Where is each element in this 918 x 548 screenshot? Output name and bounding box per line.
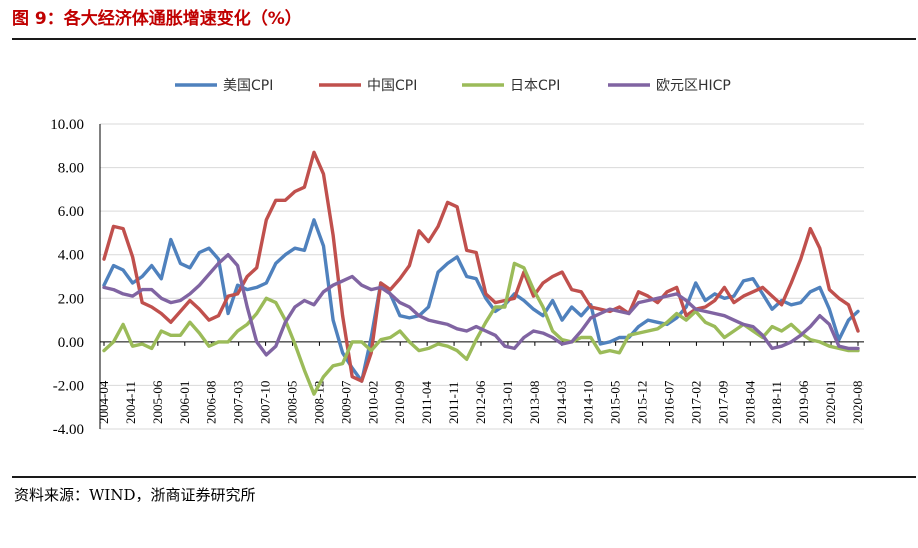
x-tick-label: 2004-11 <box>123 381 138 424</box>
y-tick-label: 6.00 <box>58 204 84 220</box>
chart-legend: 美国CPI 中国CPI 日本CPI 欧元区HICP <box>175 78 731 94</box>
x-tick-label: 2017-09 <box>715 381 730 424</box>
x-tick-label: 2020-01 <box>823 381 838 424</box>
x-tick-label: 2004-04 <box>96 380 111 424</box>
source-note: 资料来源：WIND，浙商证券研究所 <box>14 486 256 504</box>
series-line-3 <box>102 252 860 357</box>
y-tick-label: -4.00 <box>53 422 84 438</box>
x-tick-label: 2018-11 <box>769 381 784 424</box>
x-tick-label: 2017-02 <box>688 381 703 424</box>
x-tick-label: 2007-10 <box>258 381 273 424</box>
x-tick-label: 2018-04 <box>742 380 757 424</box>
legend-label: 美国CPI <box>223 78 273 94</box>
x-tick-label: 2015-05 <box>608 381 623 424</box>
x-tick-label: 2010-02 <box>365 381 380 424</box>
y-tick-label: -2.00 <box>53 378 84 394</box>
x-tick-label: 2011-04 <box>419 381 434 424</box>
x-tick-label: 2011-11 <box>446 382 461 424</box>
series-line-2 <box>102 261 860 396</box>
figure-title: 图 9：各大经济体通胀增速变化（%） <box>12 9 302 29</box>
source-divider <box>12 476 916 478</box>
x-tick-label: 2009-07 <box>338 380 353 424</box>
x-tick-label: 2006-08 <box>204 381 219 424</box>
x-tick-label: 2006-01 <box>177 381 192 424</box>
y-tick-label: 0.00 <box>58 335 84 351</box>
plot-area <box>102 150 860 396</box>
x-tick-label: 2014-03 <box>554 381 569 424</box>
x-tick-label: 2010-09 <box>392 381 407 424</box>
x-axis: 2004-04 2004-11 2005-06 2006-01 2006-08 2007-… <box>96 341 865 424</box>
x-tick-label: 2012-06 <box>473 380 488 424</box>
x-tick-label: 2013-01 <box>500 381 515 424</box>
series-line-0 <box>102 218 860 383</box>
y-tick-label: 10.00 <box>50 117 84 133</box>
x-tick-label: 2005-06 <box>150 380 165 424</box>
x-tick-label: 2007-03 <box>231 381 246 424</box>
x-tick-label: 2020-08 <box>850 381 865 424</box>
y-tick-label: 8.00 <box>58 161 84 177</box>
x-tick-label: 2008-05 <box>285 381 300 424</box>
x-tick-label: 2013-08 <box>527 381 542 424</box>
title-divider <box>12 38 916 40</box>
legend-label: 中国CPI <box>367 78 417 94</box>
series-line-1 <box>102 150 860 383</box>
legend-label: 日本CPI <box>510 78 560 94</box>
x-tick-label: 2015-12 <box>635 381 650 424</box>
x-tick-label: 2016-07 <box>662 380 677 424</box>
x-tick-label: 2019-06 <box>796 380 811 424</box>
legend-label: 欧元区HICP <box>656 78 731 94</box>
y-tick-label: 2.00 <box>58 291 84 307</box>
y-tick-label: 4.00 <box>58 248 84 264</box>
x-tick-label: 2014-10 <box>581 381 596 424</box>
